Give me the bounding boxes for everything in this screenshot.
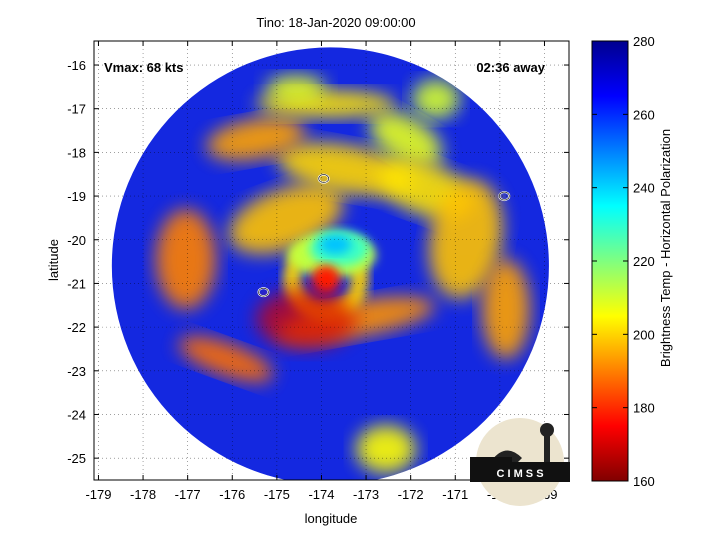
rainband-feature <box>355 425 416 474</box>
rainband-feature <box>178 336 274 382</box>
colorbar-ramp <box>591 40 629 482</box>
y-tick-label: -25 <box>67 451 86 466</box>
y-tick-label: -17 <box>67 102 86 117</box>
logo-tower-icon <box>544 432 550 478</box>
rainband-feature <box>155 209 216 310</box>
x-tick-label: -177 <box>175 487 201 502</box>
x-tick-label: -171 <box>442 487 468 502</box>
coldest-core <box>319 234 352 255</box>
colorbar-tick-label: 280 <box>633 34 655 49</box>
colorbar-tick-label: 160 <box>633 474 655 489</box>
y-tick-label: -16 <box>67 58 86 73</box>
warm-ocean-feature <box>255 289 356 350</box>
rainband-feature <box>265 75 326 104</box>
x-tick-label: -173 <box>353 487 379 502</box>
colorbar-label: Brightness Temp - Horizontal Polarizatio… <box>658 129 673 367</box>
x-tick-label: -179 <box>85 487 111 502</box>
x-tick-label: -178 <box>130 487 156 502</box>
colorbar-ticks: 280 260 240 220 200 180 160 <box>592 34 655 489</box>
logo-text: C I M S S <box>496 468 543 480</box>
rainband-feature <box>481 259 530 360</box>
y-tick-label: -22 <box>67 320 86 335</box>
y-axis-label: latitude <box>46 239 61 281</box>
y-tick-label: -21 <box>67 276 86 291</box>
y-ticks: -16 -17 -18 -19 -20 -21 -22 -23 -24 -25 <box>67 58 569 466</box>
y-tick-label: -23 <box>67 364 86 379</box>
plot-frame <box>93 40 570 481</box>
colorbar-tick-label: 180 <box>633 401 655 416</box>
y-tick-label: -20 <box>67 233 86 248</box>
colorbar-tick-label: 240 <box>633 181 655 196</box>
y-tick-label: -19 <box>67 189 86 204</box>
rainband-feature <box>369 111 443 167</box>
time-away-annotation: 02:36 away <box>476 60 545 75</box>
y-tick-label: -18 <box>67 145 86 160</box>
rainband-feature <box>428 179 503 299</box>
cimss-logo: C I M S S <box>470 418 570 506</box>
contour-outline <box>258 287 269 297</box>
x-axis-label: longitude <box>305 511 358 526</box>
x-tick-label: -176 <box>219 487 245 502</box>
y-tick-label: -24 <box>67 407 86 422</box>
x-tick-label: -172 <box>398 487 424 502</box>
contour-outline <box>318 174 329 183</box>
colorbar-tick-label: 220 <box>633 254 655 269</box>
rainband-feature <box>206 117 306 161</box>
colorbar-tick-label: 260 <box>633 107 655 122</box>
rainband-feature <box>411 79 460 120</box>
storm-eye <box>311 265 340 294</box>
cold-contours <box>257 173 511 298</box>
colorbar-tick-label: 200 <box>633 327 655 342</box>
chart-title: Tino: 18-Jan-2020 09:00:00 <box>256 15 415 30</box>
vmax-annotation: Vmax: 68 kts <box>104 60 184 75</box>
contour-outline <box>499 191 510 201</box>
colorbar: 280 260 240 220 200 180 160 Brightness Temp - … <box>591 34 673 489</box>
plot-area: -179 -178 -177 -176 -175 -174 -173 -172 -171 -17 0… <box>46 40 570 526</box>
microwave-swath <box>111 47 549 480</box>
x-tick-label: -175 <box>264 487 290 502</box>
x-tick-label: -174 <box>308 487 334 502</box>
